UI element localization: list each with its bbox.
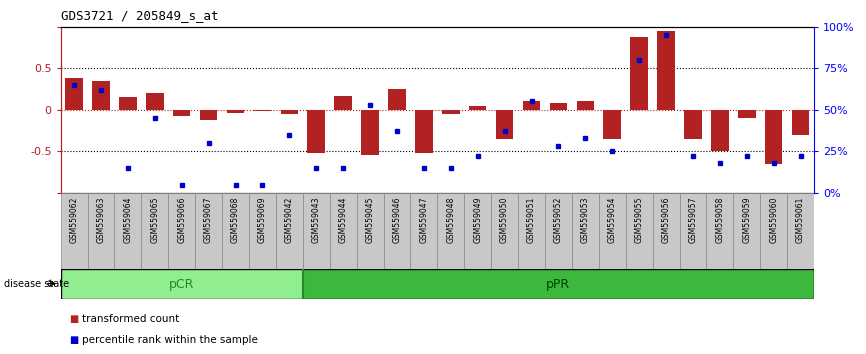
Text: ■: ■	[69, 335, 79, 345]
Text: GSM559045: GSM559045	[365, 197, 375, 243]
Bar	[550, 103, 567, 110]
Bar	[496, 110, 514, 139]
Text: GSM559058: GSM559058	[715, 197, 724, 243]
Text: GSM559061: GSM559061	[796, 197, 805, 243]
Bar	[388, 89, 405, 110]
Text: GSM559044: GSM559044	[339, 197, 347, 243]
FancyBboxPatch shape	[598, 193, 625, 271]
Text: GSM559057: GSM559057	[688, 197, 697, 243]
Text: pPR: pPR	[546, 278, 571, 291]
Text: GSM559046: GSM559046	[392, 197, 402, 243]
FancyBboxPatch shape	[303, 193, 330, 271]
Text: GSM559047: GSM559047	[419, 197, 429, 243]
Text: GSM559054: GSM559054	[608, 197, 617, 243]
Text: GSM559053: GSM559053	[581, 197, 590, 243]
Bar	[469, 105, 487, 110]
Text: GSM559068: GSM559068	[231, 197, 240, 243]
Text: GSM559052: GSM559052	[554, 197, 563, 243]
FancyBboxPatch shape	[249, 193, 276, 271]
FancyBboxPatch shape	[760, 193, 787, 271]
Bar	[657, 31, 675, 110]
FancyBboxPatch shape	[787, 193, 814, 271]
Text: GSM559043: GSM559043	[312, 197, 320, 243]
Text: GSM559049: GSM559049	[473, 197, 482, 243]
FancyBboxPatch shape	[734, 193, 760, 271]
Bar	[630, 36, 648, 110]
FancyBboxPatch shape	[437, 193, 464, 271]
Bar	[93, 81, 110, 110]
Text: transformed count: transformed count	[82, 314, 179, 324]
FancyBboxPatch shape	[61, 193, 87, 271]
FancyBboxPatch shape	[625, 193, 653, 271]
FancyBboxPatch shape	[276, 193, 303, 271]
FancyBboxPatch shape	[114, 193, 141, 271]
Bar	[146, 93, 164, 110]
FancyBboxPatch shape	[357, 193, 384, 271]
Bar	[415, 110, 433, 153]
FancyBboxPatch shape	[680, 193, 707, 271]
Bar	[173, 110, 191, 116]
FancyBboxPatch shape	[303, 269, 814, 299]
Text: GSM559064: GSM559064	[123, 197, 132, 243]
Text: GSM559069: GSM559069	[258, 197, 267, 243]
Bar	[200, 110, 217, 120]
Text: GSM559042: GSM559042	[285, 197, 294, 243]
FancyBboxPatch shape	[87, 193, 114, 271]
FancyBboxPatch shape	[222, 193, 249, 271]
Bar	[523, 102, 540, 110]
FancyBboxPatch shape	[518, 193, 545, 271]
Bar	[604, 110, 621, 139]
Text: pCR: pCR	[169, 278, 194, 291]
Bar	[307, 110, 325, 153]
Text: GSM559059: GSM559059	[742, 197, 752, 243]
Bar	[254, 110, 271, 112]
Text: GSM559062: GSM559062	[69, 197, 79, 243]
Bar	[361, 110, 378, 155]
FancyBboxPatch shape	[410, 193, 437, 271]
Text: GSM559067: GSM559067	[204, 197, 213, 243]
Text: GSM559048: GSM559048	[446, 197, 456, 243]
Bar	[792, 110, 810, 135]
Text: GSM559060: GSM559060	[769, 197, 779, 243]
FancyBboxPatch shape	[168, 193, 195, 271]
FancyBboxPatch shape	[491, 193, 518, 271]
Text: GSM559055: GSM559055	[635, 197, 643, 243]
Text: percentile rank within the sample: percentile rank within the sample	[82, 335, 258, 345]
Bar	[765, 110, 782, 164]
Text: GDS3721 / 205849_s_at: GDS3721 / 205849_s_at	[61, 9, 218, 22]
FancyBboxPatch shape	[195, 193, 222, 271]
Text: GSM559056: GSM559056	[662, 197, 670, 243]
FancyBboxPatch shape	[141, 193, 168, 271]
Text: GSM559051: GSM559051	[527, 197, 536, 243]
FancyBboxPatch shape	[61, 269, 303, 299]
Text: GSM559050: GSM559050	[500, 197, 509, 243]
Text: GSM559066: GSM559066	[178, 197, 186, 243]
Bar	[120, 97, 137, 110]
Bar	[684, 110, 701, 139]
Bar	[65, 78, 83, 110]
Bar	[738, 110, 755, 118]
FancyBboxPatch shape	[572, 193, 598, 271]
FancyBboxPatch shape	[330, 193, 357, 271]
Text: GSM559063: GSM559063	[96, 197, 106, 243]
FancyBboxPatch shape	[707, 193, 734, 271]
Bar	[442, 110, 460, 114]
Bar	[711, 110, 728, 152]
FancyBboxPatch shape	[653, 193, 680, 271]
FancyBboxPatch shape	[384, 193, 410, 271]
Bar	[334, 96, 352, 110]
FancyBboxPatch shape	[464, 193, 491, 271]
Text: ■: ■	[69, 314, 79, 324]
FancyBboxPatch shape	[545, 193, 572, 271]
Bar	[227, 110, 244, 113]
Text: GSM559065: GSM559065	[151, 197, 159, 243]
Text: disease state: disease state	[4, 279, 69, 289]
Bar	[281, 110, 298, 114]
Bar	[577, 102, 594, 110]
